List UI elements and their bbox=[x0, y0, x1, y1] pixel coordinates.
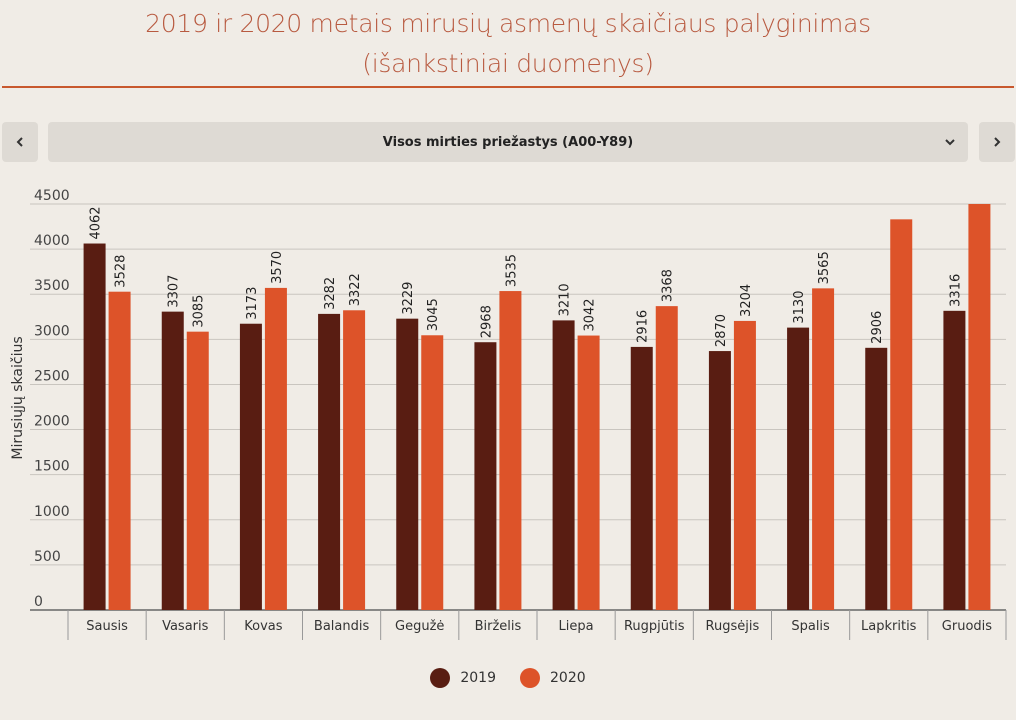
previous-button[interactable] bbox=[2, 122, 38, 162]
data-label-2019: 3282 bbox=[323, 277, 338, 310]
legend-item-2020[interactable]: 2020 bbox=[520, 668, 586, 688]
y-tick-label: 3000 bbox=[34, 323, 70, 339]
legend-swatch-2020 bbox=[520, 668, 540, 688]
data-label-2020: 3042 bbox=[583, 298, 598, 331]
title-line-1: 2019 ir 2020 metais mirusių asmenų skaič… bbox=[145, 9, 871, 38]
legend: 2019 2020 bbox=[0, 668, 1016, 688]
data-label-2019: 2906 bbox=[870, 311, 885, 344]
data-label-2020: 3535 bbox=[504, 254, 519, 287]
x-tick-label: Lapkritis bbox=[861, 619, 917, 634]
x-tick-label: Spalis bbox=[791, 619, 830, 634]
title-line-2: (išankstiniai duomenys) bbox=[362, 49, 654, 78]
bar-2019 bbox=[708, 351, 731, 610]
data-label-2019: 2916 bbox=[636, 310, 651, 343]
bar-2019 bbox=[396, 318, 419, 610]
bar-2019 bbox=[630, 346, 653, 610]
y-tick-label: 4500 bbox=[34, 188, 70, 204]
x-tick-label: Liepa bbox=[559, 619, 594, 634]
chevron-right-icon bbox=[994, 137, 1001, 147]
bar-2019 bbox=[787, 327, 810, 610]
y-tick-label: 4000 bbox=[34, 233, 70, 249]
y-tick-label: 1500 bbox=[34, 459, 70, 475]
bar-2020 bbox=[655, 306, 678, 610]
data-label-2019: 3316 bbox=[948, 274, 963, 307]
bar-2020 bbox=[343, 310, 366, 610]
legend-label-2019: 2019 bbox=[460, 670, 496, 686]
data-label-2019: 3210 bbox=[558, 283, 573, 316]
data-label-2020: 3085 bbox=[192, 295, 207, 328]
y-tick-label: 2500 bbox=[34, 368, 70, 384]
data-label-2019: 4062 bbox=[89, 206, 104, 239]
chevron-left-icon bbox=[16, 137, 23, 147]
data-label-2019: 3130 bbox=[792, 291, 807, 324]
title-divider bbox=[2, 86, 1014, 88]
x-tick-label: Birželis bbox=[475, 619, 522, 634]
data-label-2020: 3322 bbox=[348, 273, 363, 306]
data-label-2019: 3229 bbox=[401, 282, 416, 315]
x-tick-label: Gegužė bbox=[395, 619, 444, 634]
bar-2019 bbox=[943, 310, 966, 610]
chart-title: 2019 ir 2020 metais mirusių asmenų skaič… bbox=[0, 0, 1016, 86]
data-label-2020: 3045 bbox=[426, 298, 441, 331]
bar-2019 bbox=[83, 243, 106, 610]
data-label-2019: 2870 bbox=[714, 314, 729, 347]
x-tick-label: Rugpjūtis bbox=[624, 619, 685, 634]
bar-2020 bbox=[264, 287, 287, 610]
bar-2019 bbox=[161, 311, 184, 610]
bar-2020 bbox=[733, 320, 756, 610]
y-tick-label: 2000 bbox=[34, 414, 70, 430]
x-tick-label: Vasaris bbox=[162, 619, 209, 634]
legend-swatch-2019 bbox=[430, 668, 451, 688]
y-tick-label: 1000 bbox=[34, 504, 70, 520]
data-label-2019: 2968 bbox=[479, 305, 494, 338]
data-label-2020: 3570 bbox=[270, 251, 285, 284]
legend-item-2019[interactable]: 2019 bbox=[430, 668, 496, 688]
x-tick-label: Gruodis bbox=[942, 619, 992, 634]
bar-2019 bbox=[239, 323, 262, 610]
chevron-down-icon bbox=[945, 139, 955, 146]
next-button[interactable] bbox=[979, 122, 1015, 162]
data-label-2020: 3368 bbox=[661, 269, 676, 302]
x-tick-label: Kovas bbox=[244, 619, 282, 634]
y-tick-label: 500 bbox=[34, 549, 61, 565]
x-tick-label: Sausis bbox=[86, 619, 128, 634]
cause-of-death-select[interactable]: Visos mirties priežastys (A00-Y89) bbox=[48, 122, 968, 162]
x-tick-label: Balandis bbox=[314, 619, 370, 634]
bar-2019 bbox=[552, 320, 575, 610]
y-tick-label: 3500 bbox=[34, 278, 70, 294]
y-axis-label: Mirusiųjų skaičius bbox=[10, 336, 26, 459]
legend-label-2020: 2020 bbox=[550, 670, 586, 686]
y-tick-label: 0 bbox=[34, 594, 43, 610]
data-label-2019: 3173 bbox=[245, 287, 260, 320]
bar-2019 bbox=[474, 342, 497, 610]
bar-2020 bbox=[968, 204, 991, 610]
bar-2020 bbox=[108, 291, 131, 610]
select-value: Visos mirties priežastys (A00-Y89) bbox=[382, 134, 634, 150]
bar-2020 bbox=[186, 331, 209, 610]
bar-2020 bbox=[499, 291, 522, 610]
data-label-2020: 3528 bbox=[114, 255, 129, 288]
data-label-2020: 3565 bbox=[817, 251, 832, 284]
x-tick-label: Rugsėjis bbox=[706, 619, 760, 634]
bar-2020 bbox=[812, 288, 835, 610]
bar-2019 bbox=[865, 347, 888, 610]
bar-2020 bbox=[421, 335, 444, 610]
data-label-2019: 3307 bbox=[167, 275, 182, 308]
data-label-2020: 3204 bbox=[739, 284, 754, 317]
bar-2020 bbox=[577, 335, 600, 610]
bar-2020 bbox=[890, 219, 913, 611]
bar-2019 bbox=[318, 313, 341, 610]
